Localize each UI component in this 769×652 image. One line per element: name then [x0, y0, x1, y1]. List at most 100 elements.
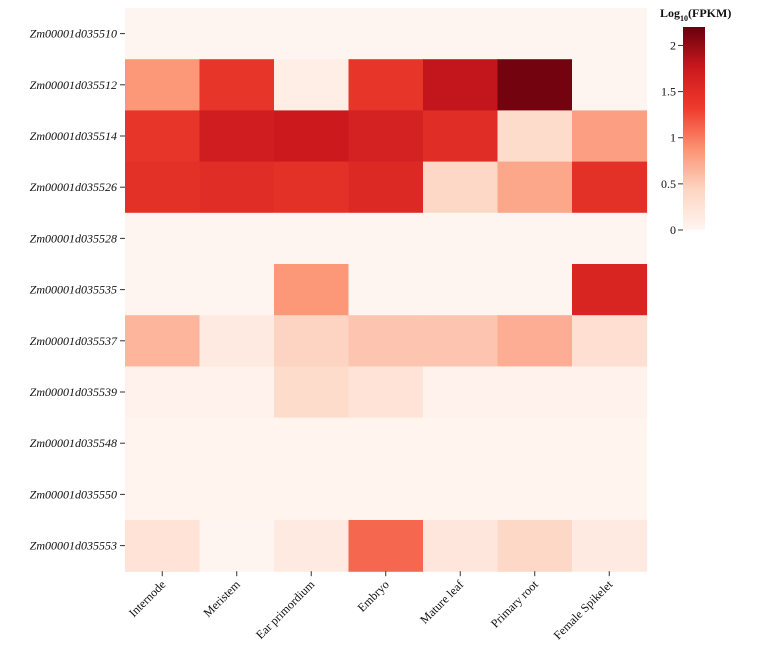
heatmap-cell	[125, 520, 201, 572]
heatmap-cell	[125, 315, 201, 367]
heatmap-cell	[497, 161, 573, 214]
row-label: Zm00001d035535	[30, 283, 117, 297]
heatmap-cell	[348, 520, 424, 572]
row-label: Zm00001d035510	[30, 27, 117, 41]
colorbar-tick-label: 1.5	[661, 85, 676, 99]
heatmap-cell	[274, 366, 350, 419]
column-label: Female Spikelet	[551, 577, 616, 642]
heatmap-cell	[423, 520, 499, 572]
heatmap-cell	[497, 366, 573, 419]
heatmap-cell	[423, 8, 499, 60]
heatmap-cell	[274, 8, 350, 60]
heatmap-cell	[348, 8, 424, 60]
heatmap-cell	[497, 315, 573, 367]
heatmap-cell	[423, 59, 499, 111]
heatmap-cell	[497, 468, 573, 521]
column-label: Mature leaf	[417, 577, 466, 626]
heatmap-cell	[274, 212, 350, 265]
heatmap-cell	[497, 520, 573, 572]
heatmap-cell	[572, 110, 648, 163]
column-labels: Internode Meristem Ear primordium Embryo Mat…	[126, 571, 616, 642]
heatmap-cell	[423, 110, 499, 163]
heatmap-cell	[274, 110, 350, 163]
heatmap-cell	[125, 468, 201, 521]
heatmap-cell	[199, 315, 275, 367]
heatmap-cell	[199, 366, 275, 419]
heatmap-cell	[423, 264, 499, 316]
heatmap-cell	[497, 417, 573, 470]
heatmap-cell	[125, 59, 201, 111]
row-label: Zm00001d035514	[30, 129, 117, 143]
heatmap-cell	[125, 8, 201, 60]
column-label: Primary root	[488, 577, 541, 630]
heatmap-cell	[572, 366, 648, 419]
heatmap-cell	[125, 110, 201, 163]
heatmap-cell	[199, 59, 275, 111]
row-label: Zm00001d035550	[30, 487, 117, 501]
heatmap-cell	[572, 468, 648, 521]
heatmap-cell	[348, 59, 424, 111]
colorbar-tick-label: 0.5	[661, 177, 676, 191]
heatmap-cell	[497, 59, 573, 111]
row-label: Zm00001d035528	[30, 231, 117, 245]
heatmap-cell	[199, 468, 275, 521]
heatmap-cell	[274, 59, 350, 111]
heatmap-cell	[497, 110, 573, 163]
column-label: Meristem	[200, 577, 243, 620]
heatmap-cell	[199, 417, 275, 470]
colorbar-gradient	[683, 27, 705, 230]
heatmap-cell	[199, 8, 275, 60]
heatmap-cell	[423, 417, 499, 470]
heatmap-cell	[274, 417, 350, 470]
heatmap-cell	[423, 468, 499, 521]
row-label: Zm00001d035537	[30, 334, 118, 348]
heatmap-cells	[125, 8, 648, 572]
heatmap-cell	[199, 212, 275, 265]
heatmap-cell	[348, 110, 424, 163]
colorbar: Log10(FPKM) 0 0.5 1 1.5 2	[660, 6, 731, 237]
column-label: Internode	[126, 577, 168, 619]
colorbar-ticks: 0 0.5 1 1.5 2	[661, 38, 683, 237]
heatmap-cell	[423, 161, 499, 214]
heatmap-cell	[572, 315, 648, 367]
heatmap-cell	[274, 468, 350, 521]
heatmap-cell	[274, 161, 350, 214]
colorbar-tick-label: 2	[670, 38, 676, 52]
heatmap-cell	[125, 417, 201, 470]
heatmap-cell	[199, 520, 275, 572]
column-label: Ear primordium	[253, 577, 318, 642]
heatmap-cell	[199, 161, 275, 214]
row-label: Zm00001d035553	[30, 539, 117, 553]
heatmap-cell	[572, 59, 648, 111]
heatmap-cell	[348, 417, 424, 470]
heatmap-cell	[348, 366, 424, 419]
heatmap-cell	[125, 212, 201, 265]
heatmap-cell	[274, 264, 350, 316]
row-labels: Zm00001d035510 Zm00001d035512 Zm00001d0355…	[30, 27, 125, 553]
heatmap-cell	[497, 8, 573, 60]
heatmap-cell	[348, 161, 424, 214]
heatmap-cell	[423, 315, 499, 367]
heatmap-cell	[423, 366, 499, 419]
colorbar-title: Log10(FPKM)	[660, 6, 731, 23]
heatmap-cell	[348, 264, 424, 316]
heatmap-cell	[572, 8, 648, 60]
heatmap-cell	[274, 315, 350, 367]
heatmap-cell	[572, 264, 648, 316]
row-label: Zm00001d035548	[30, 436, 117, 450]
heatmap-cell	[199, 110, 275, 163]
heatmap-cell	[348, 212, 424, 265]
heatmap-cell	[572, 417, 648, 470]
heatmap-cell	[125, 264, 201, 316]
row-label: Zm00001d035512	[30, 78, 117, 92]
heatmap-cell	[497, 212, 573, 265]
heatmap-cell	[199, 264, 275, 316]
heatmap-cell	[125, 161, 201, 214]
heatmap-cell	[423, 212, 499, 265]
heatmap-cell	[572, 161, 648, 214]
colorbar-tick-label: 0	[670, 223, 676, 237]
heatmap-cell	[572, 520, 648, 572]
colorbar-tick-label: 1	[670, 131, 676, 145]
heatmap-cell	[348, 468, 424, 521]
